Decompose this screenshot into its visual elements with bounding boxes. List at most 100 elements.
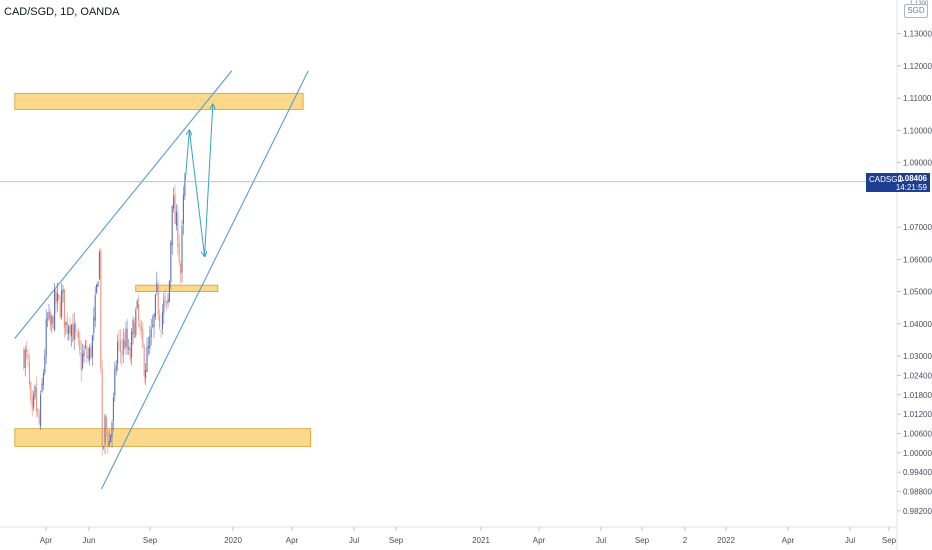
price-tick-label: 1.03000	[903, 352, 932, 361]
candle-body	[41, 383, 43, 392]
support-resistance-zones[interactable]	[14, 92, 312, 447]
candle-body	[121, 354, 123, 356]
candle-body	[138, 303, 140, 321]
price-zone[interactable]	[14, 92, 304, 110]
candle-body	[45, 319, 47, 357]
candle-body	[160, 330, 162, 332]
candle-body	[159, 315, 161, 328]
price-tick-label: 1.01200	[903, 410, 932, 419]
candle-body	[167, 299, 169, 304]
price-tick-label: 1.11000	[903, 94, 932, 103]
candle-body	[96, 284, 98, 293]
candle-body	[108, 441, 110, 447]
candle-body	[143, 346, 145, 377]
candle-body	[174, 193, 176, 224]
candle-body	[133, 322, 135, 338]
candle-body	[58, 294, 60, 300]
price-tag-value: 1.08406	[898, 173, 927, 183]
candle-body	[107, 432, 109, 447]
candle-body	[146, 347, 148, 372]
price-tag-symbol: CADSGD	[869, 174, 904, 184]
candle-body	[75, 324, 77, 332]
price-tick-label: 0.99400	[903, 468, 932, 477]
time-tick-label: Jun	[83, 536, 96, 545]
projection-arrow[interactable]	[188, 130, 204, 256]
time-tick-label: Jul	[845, 536, 855, 545]
candle-body	[103, 446, 105, 448]
candle-body	[110, 434, 112, 443]
candle-body	[100, 250, 102, 368]
candle-body	[104, 415, 106, 444]
candle-body	[48, 311, 50, 319]
candle-body	[105, 417, 107, 430]
trendline[interactable]	[14, 70, 233, 339]
price-tick-label: 1.10000	[903, 126, 932, 135]
price-tick-label: 1.06000	[903, 255, 932, 264]
candle-body	[112, 397, 114, 422]
candles	[23, 172, 186, 456]
candle-body	[65, 322, 67, 325]
candle-body	[177, 213, 179, 247]
trendlines[interactable]	[14, 70, 309, 490]
candle-body	[61, 290, 63, 317]
candle-body	[178, 244, 180, 263]
candle-body	[153, 314, 155, 328]
candle-body	[142, 328, 144, 348]
projection-arrow[interactable]	[204, 105, 213, 257]
price-tick-label: 1.02400	[903, 371, 932, 380]
candle-body	[38, 414, 40, 424]
candle-body	[101, 368, 103, 447]
projection-path[interactable]	[184, 105, 213, 257]
candle-body	[152, 324, 154, 327]
price-tick-label: 1.05000	[903, 288, 932, 297]
candle-body	[166, 301, 168, 303]
candle-body	[31, 397, 33, 410]
candle-body	[163, 299, 165, 314]
currency-badge[interactable]: SGD	[904, 4, 928, 18]
price-axis[interactable]: 1.13000 1.12000 1.11000 1.10000 1.09000 1.070…	[897, 30, 932, 516]
candle-body	[139, 323, 141, 328]
price-tick-label: 1.13000	[903, 30, 932, 39]
time-tick-label: Apr	[286, 536, 299, 545]
candle-body	[180, 263, 182, 274]
candle-body	[119, 340, 121, 353]
candle-body	[70, 324, 72, 337]
candle-body	[47, 317, 49, 320]
candle-body	[37, 408, 39, 415]
candle-body	[131, 331, 133, 358]
time-tick-label: Apr	[782, 536, 795, 545]
candle-body	[59, 302, 61, 317]
candle-body	[181, 225, 183, 273]
candle-body	[98, 251, 100, 279]
candle-body	[69, 324, 71, 334]
candle-body	[128, 346, 130, 351]
price-zone[interactable]	[14, 428, 312, 447]
candle-body	[54, 290, 56, 331]
candle-body	[80, 351, 82, 371]
candle-body	[68, 326, 70, 335]
candle-body	[26, 349, 28, 353]
projection-arrow[interactable]	[184, 130, 189, 183]
time-tick-label: 2020	[224, 536, 242, 545]
candle-body	[97, 281, 99, 287]
trendline[interactable]	[100, 70, 309, 490]
candle-body	[52, 316, 54, 329]
time-tick-label: Jul	[596, 536, 606, 545]
candle-body	[34, 386, 36, 397]
candle-body	[91, 335, 93, 358]
time-axis[interactable]: Apr Jun Sep 2020 Apr Jul Sep 2021 Apr Jul Sep 2 2022…	[40, 527, 897, 545]
candle-body	[161, 312, 163, 329]
candle-body	[28, 361, 30, 385]
candle-body	[27, 353, 29, 359]
time-tick-label: 2021	[472, 536, 490, 545]
time-tick-label: Jul	[349, 536, 359, 545]
price-zone[interactable]	[135, 284, 219, 293]
price-tick-label: 1.07000	[903, 223, 932, 232]
candle-body	[124, 340, 126, 349]
time-tick-label: Sep	[143, 536, 158, 545]
candle-body	[145, 370, 147, 379]
price-tick-label: 0.98200	[903, 507, 932, 516]
candle-body	[171, 205, 173, 246]
candle-body	[24, 349, 26, 368]
